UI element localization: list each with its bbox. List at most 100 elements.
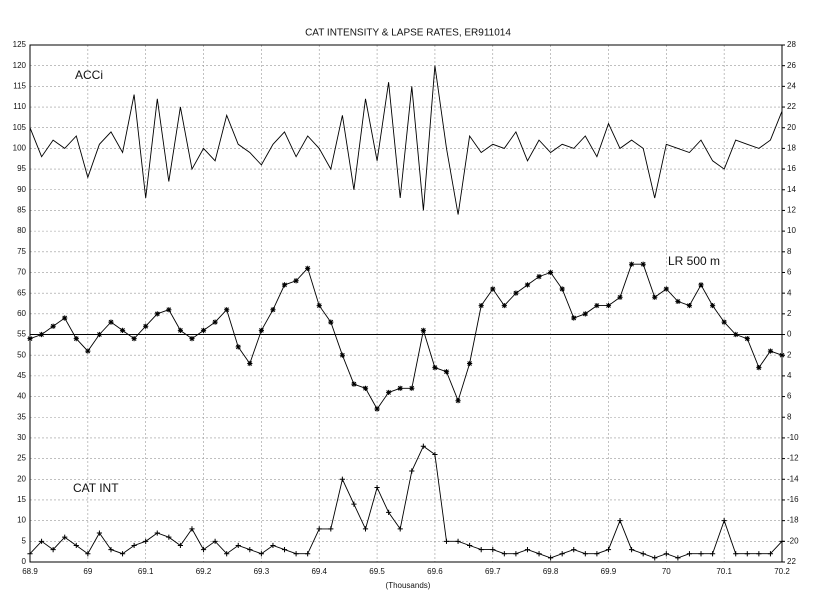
data-marker [536, 551, 542, 557]
data-marker [131, 336, 137, 342]
data-marker [224, 307, 230, 313]
y-tick-label: 75 [17, 247, 26, 256]
data-marker [293, 551, 299, 557]
chart-title: CAT INTENSITY & LAPSE RATES, ER911014 [305, 28, 511, 39]
y2-tick-label: 12 [787, 206, 796, 215]
data-marker [756, 365, 762, 371]
data-marker [548, 555, 554, 561]
data-marker [744, 551, 750, 557]
y-tick-label: 15 [17, 495, 26, 504]
y-tick-label: 100 [13, 144, 27, 153]
y2-tick-label: 4 [787, 288, 792, 297]
x-tick-label: 69.4 [311, 567, 327, 576]
data-marker [513, 290, 519, 296]
y-tick-label: 60 [17, 309, 26, 318]
data-marker [247, 360, 253, 367]
y2-tick-label: -16 [787, 495, 799, 504]
y-tick-label: 120 [13, 61, 27, 70]
data-marker [478, 302, 484, 309]
data-marker [536, 274, 542, 280]
data-marker [698, 551, 704, 557]
data-marker [617, 518, 623, 524]
data-marker [73, 336, 79, 342]
data-marker [200, 327, 207, 333]
y-tick-label: 65 [17, 288, 26, 297]
data-marker [420, 443, 426, 449]
y-tick-label: 50 [17, 350, 26, 359]
y-tick-label: 10 [17, 516, 26, 525]
x-tick-label: 70 [662, 567, 671, 576]
data-marker [571, 315, 577, 321]
data-marker [166, 534, 172, 540]
y-tick-label: 20 [17, 474, 26, 483]
data-marker [767, 551, 774, 557]
y2-tick-label: -18 [787, 516, 799, 525]
data-marker [663, 551, 669, 557]
data-marker [386, 389, 392, 396]
data-marker [675, 298, 681, 305]
data-marker [38, 331, 45, 338]
data-marker [594, 302, 600, 309]
data-marker [374, 484, 380, 491]
data-marker [96, 331, 103, 338]
y2-tick-label: 28 [787, 40, 796, 49]
data-marker [733, 551, 739, 557]
data-marker [605, 302, 612, 309]
data-marker [652, 555, 658, 561]
data-marker [640, 551, 646, 557]
data-marker [594, 551, 600, 557]
y2-tick-label: 26 [787, 61, 796, 70]
data-marker [709, 302, 716, 309]
data-marker [432, 365, 438, 371]
data-marker [270, 307, 276, 313]
data-marker [177, 327, 183, 333]
data-marker [524, 282, 531, 288]
data-marker [258, 551, 264, 557]
y2-tick-label: 24 [787, 81, 796, 90]
data-marker [397, 385, 403, 391]
data-marker [224, 551, 230, 557]
x-tick-label: 69 [83, 567, 92, 576]
y2-tick-label: 8 [787, 247, 792, 256]
data-marker [281, 546, 288, 553]
data-marker [316, 526, 322, 532]
data-marker [409, 385, 415, 391]
x-tick-label: 69.2 [196, 567, 212, 576]
y2-tick-label: 18 [787, 144, 796, 153]
data-marker [501, 302, 507, 309]
data-marker [652, 294, 658, 300]
y-tick-label: 45 [17, 371, 26, 380]
data-marker [397, 526, 403, 532]
x-tick-label: 69.3 [254, 567, 270, 576]
y2-tick-label: 2 [787, 350, 792, 359]
data-marker [62, 315, 68, 321]
y-tick-label: 35 [17, 412, 26, 421]
data-marker [339, 476, 345, 482]
series-line [29, 65, 783, 215]
data-marker [143, 323, 149, 329]
data-marker [108, 319, 114, 325]
x-tick-label: 69.8 [543, 567, 559, 576]
data-marker [212, 538, 218, 544]
data-marker [686, 302, 693, 309]
data-marker [629, 546, 635, 553]
data-marker [698, 282, 704, 288]
y-tick-label: 5 [22, 536, 27, 545]
y-tick-label: 95 [17, 164, 26, 173]
x-tick-label: 70.1 [716, 567, 732, 576]
data-marker [50, 546, 56, 553]
data-marker [779, 352, 785, 358]
data-marker [281, 282, 288, 288]
y-tick-label: 85 [17, 206, 26, 215]
y2-tick-label: 22 [787, 102, 796, 111]
data-marker [154, 530, 160, 536]
x-tick-label: 70.2 [774, 567, 790, 576]
y2-tick-label: 22 [787, 557, 796, 566]
y-tick-label: 80 [17, 226, 26, 235]
y2-tick-label: 6 [787, 392, 792, 401]
y2-tick-label: 16 [787, 164, 796, 173]
data-marker [744, 336, 750, 342]
data-marker [767, 348, 774, 354]
data-marker [177, 542, 183, 549]
